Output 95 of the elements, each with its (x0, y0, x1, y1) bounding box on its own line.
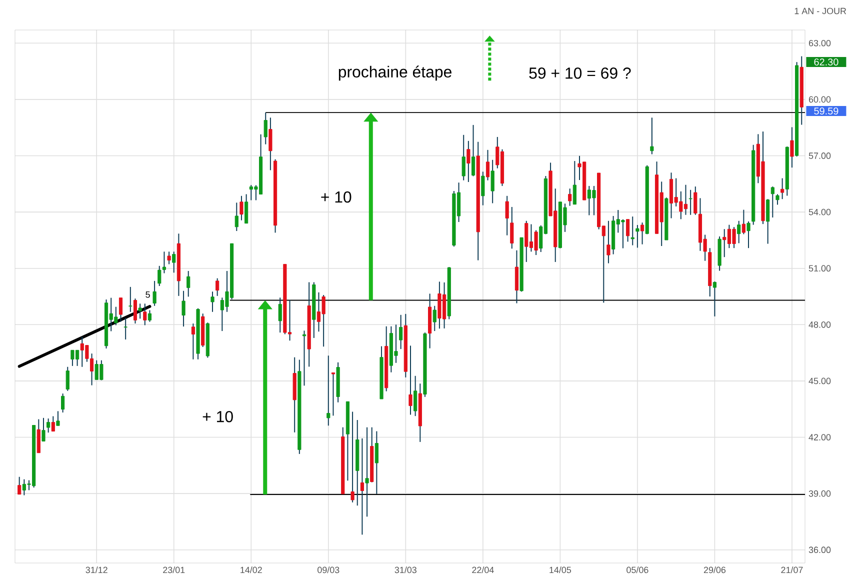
x-tick-label: 29/06 (704, 566, 726, 574)
annotation: 59 + 10 = 69 ? (529, 68, 631, 79)
candlestick (790, 126, 794, 168)
x-tick-label: 31/03 (394, 566, 416, 574)
y-tick-label: 54.00 (808, 208, 831, 216)
text: 59.59 (814, 107, 838, 115)
x-tick-label: 21/07 (781, 566, 803, 574)
x-tick-label: 09/03 (318, 566, 340, 574)
candlestick (505, 195, 509, 236)
candlestick (650, 117, 654, 155)
candlestick (694, 186, 698, 216)
candlestick (462, 134, 466, 181)
candlestick (182, 290, 186, 328)
candlestick (191, 323, 195, 360)
candlestick (46, 418, 50, 434)
x-tick-label: 22/04 (472, 566, 494, 574)
candlestick (128, 286, 132, 312)
candlestick (572, 160, 576, 205)
y-tick-label: 51.00 (808, 265, 831, 272)
annotation: + 10 (321, 191, 352, 203)
candlestick (742, 209, 746, 235)
candlestick (148, 310, 152, 322)
candlestick (216, 278, 220, 296)
candlestick (712, 280, 717, 317)
candlestick (18, 476, 22, 495)
candlestick (414, 375, 418, 417)
candlestick (481, 171, 485, 206)
candlestick (278, 297, 282, 334)
candlestick (365, 426, 369, 518)
y-tick-label: 60.00 (808, 96, 831, 103)
candlestick (326, 355, 330, 426)
candlestick (268, 117, 272, 171)
chart-subtitle: 1 AN - JOUR (794, 8, 846, 14)
candlestick (172, 251, 176, 274)
candlestick (486, 149, 490, 181)
x-tick-label: 31/12 (86, 566, 108, 574)
candlestick (374, 430, 378, 494)
candlestick (780, 178, 784, 200)
candlestick (56, 410, 60, 426)
candlestick (636, 224, 640, 248)
candlestick (331, 372, 336, 416)
candlestick (640, 222, 644, 245)
candlestick (350, 411, 354, 503)
candlestick (630, 216, 634, 246)
candlestick (124, 317, 128, 340)
candlestick (36, 418, 40, 454)
y-tick-label: 48.00 (808, 321, 831, 328)
candlestick (138, 303, 142, 320)
candlestick (766, 198, 770, 244)
candlestick (746, 220, 750, 249)
candlestick (152, 280, 156, 306)
x-tick-label: 14/05 (550, 566, 572, 574)
annotation: 5 (146, 291, 150, 298)
candlestick (51, 416, 55, 432)
x-tick-label: 05/06 (626, 566, 648, 574)
candlestick (264, 112, 268, 145)
x-tick-label: 14/02 (240, 566, 262, 574)
candlestick (234, 202, 238, 232)
candlestick (510, 206, 514, 250)
x-tick-label: 23/01 (163, 566, 185, 574)
candlestick (42, 417, 46, 442)
candlestick (626, 218, 630, 242)
candlestick (61, 393, 65, 413)
candlestick (514, 250, 519, 304)
y-tick-label: 45.00 (808, 378, 831, 384)
annotation: prochaine étape (338, 66, 452, 81)
candlestick (66, 366, 70, 392)
candlestick (399, 314, 403, 350)
candlestick (466, 140, 470, 183)
candlestick (432, 305, 436, 332)
candlestick (776, 194, 780, 206)
candlestick (244, 194, 248, 224)
candlestick (471, 124, 476, 177)
candlestick (408, 345, 412, 416)
candlestick (490, 159, 494, 204)
candlestick (568, 188, 572, 206)
candlestick (186, 270, 190, 298)
y-tick-label: 63.00 (808, 40, 831, 46)
y-tick-label: 36.00 (808, 546, 831, 554)
candlestick (167, 251, 171, 265)
candlestick (210, 291, 214, 312)
candlestick (118, 297, 123, 322)
candlestick (133, 298, 138, 324)
candlestick (770, 186, 774, 218)
candlestick (737, 220, 741, 244)
candlestick (360, 438, 364, 536)
y-tick-label: 42.00 (808, 434, 831, 440)
y-tick-label: 39.00 (808, 490, 831, 497)
candlestick (240, 195, 244, 221)
candlestick (688, 189, 692, 216)
y-tick-label: 57.00 (808, 152, 831, 159)
candlestick (143, 303, 147, 326)
annotation: + 10 (202, 410, 233, 422)
candlestick (606, 220, 610, 264)
text: 62.30 (814, 58, 838, 66)
